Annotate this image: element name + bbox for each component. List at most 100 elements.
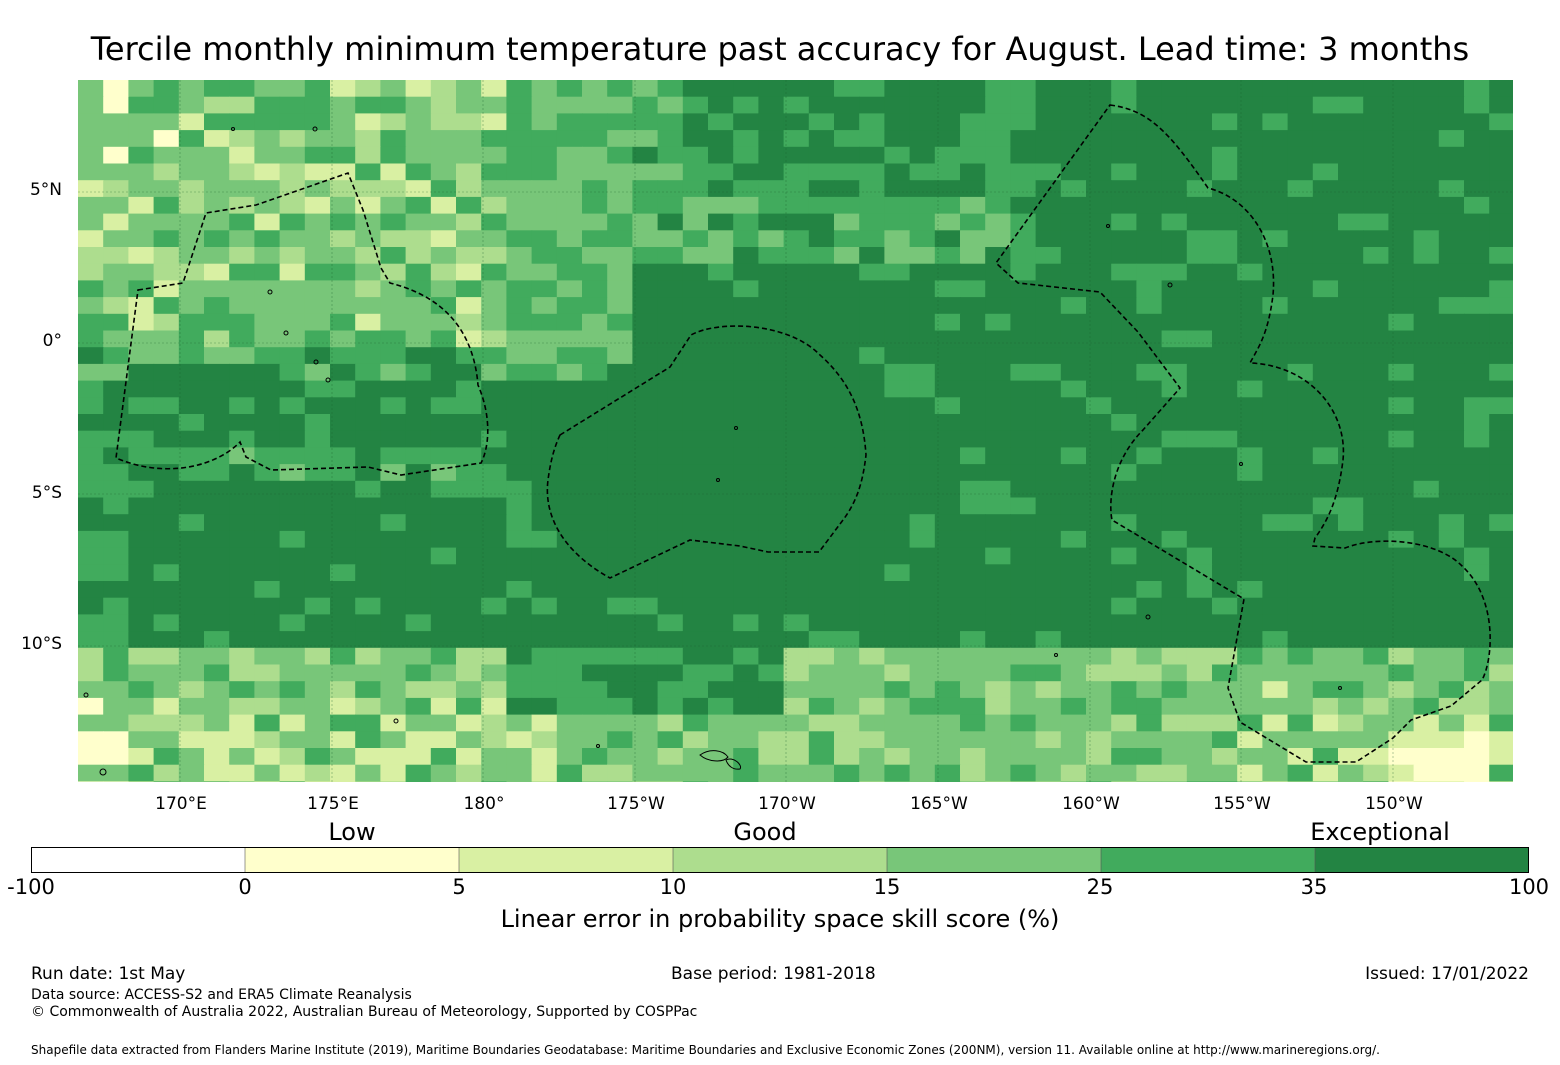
map-cell bbox=[1414, 514, 1440, 531]
map-cell bbox=[406, 414, 432, 431]
map-cell bbox=[431, 347, 457, 364]
map-cell bbox=[280, 464, 306, 481]
map-cell bbox=[1489, 765, 1513, 782]
map-cell bbox=[532, 431, 558, 448]
map-cell bbox=[103, 97, 129, 114]
map-cell bbox=[1010, 164, 1036, 181]
map-cell bbox=[481, 564, 507, 581]
map-cell bbox=[582, 781, 608, 782]
map-cell bbox=[431, 180, 457, 197]
map-cell bbox=[859, 531, 885, 548]
map-cell bbox=[1338, 264, 1364, 281]
map-cell bbox=[582, 113, 608, 130]
map-cell bbox=[229, 698, 255, 715]
map-cell bbox=[708, 431, 734, 448]
map-cell bbox=[632, 598, 658, 615]
map-cell bbox=[1187, 214, 1213, 231]
map-cell bbox=[1338, 665, 1364, 682]
map-cell bbox=[204, 113, 230, 130]
map-cell bbox=[154, 331, 180, 348]
map-cell bbox=[1111, 80, 1137, 97]
map-cell bbox=[1010, 765, 1036, 782]
map-cell bbox=[506, 297, 532, 314]
map-cell bbox=[1036, 347, 1062, 364]
map-cell bbox=[179, 280, 205, 297]
map-cell bbox=[406, 598, 432, 615]
map-cell bbox=[582, 80, 608, 97]
map-cell bbox=[456, 564, 482, 581]
map-cell bbox=[380, 397, 406, 414]
map-cell bbox=[1388, 397, 1414, 414]
legend-swatch bbox=[1101, 847, 1316, 873]
map-cell bbox=[254, 748, 280, 765]
map-cell bbox=[1136, 331, 1162, 348]
map-cell bbox=[1212, 331, 1238, 348]
map-cell bbox=[1187, 581, 1213, 598]
map-cell bbox=[683, 381, 709, 398]
map-cell bbox=[1338, 781, 1364, 782]
map-cell bbox=[758, 581, 784, 598]
map-cell bbox=[431, 431, 457, 448]
map-cell bbox=[910, 564, 936, 581]
map-cell bbox=[78, 715, 104, 732]
map-cell bbox=[784, 230, 810, 247]
map-cell bbox=[1136, 80, 1162, 97]
map-cell bbox=[1136, 681, 1162, 698]
map-cell bbox=[1363, 748, 1389, 765]
map-cell bbox=[355, 564, 381, 581]
map-cell bbox=[632, 147, 658, 164]
map-cell bbox=[1036, 113, 1062, 130]
map-cell bbox=[179, 731, 205, 748]
map-cell bbox=[1136, 514, 1162, 531]
map-cell bbox=[1187, 331, 1213, 348]
map-cell bbox=[1111, 180, 1137, 197]
map-cell bbox=[1313, 347, 1339, 364]
map-cell bbox=[1162, 214, 1188, 231]
map-cell bbox=[733, 80, 759, 97]
map-cell bbox=[1262, 414, 1288, 431]
map-cell bbox=[1061, 347, 1087, 364]
map-cell bbox=[733, 164, 759, 181]
map-cell bbox=[204, 97, 230, 114]
map-cell bbox=[582, 397, 608, 414]
map-cell bbox=[1489, 347, 1513, 364]
map-cell bbox=[910, 381, 936, 398]
map-cell bbox=[733, 264, 759, 281]
map-cell bbox=[481, 464, 507, 481]
map-cell bbox=[1464, 297, 1490, 314]
map-cell bbox=[380, 80, 406, 97]
map-cell bbox=[607, 130, 633, 147]
map-cell bbox=[154, 581, 180, 598]
map-cell bbox=[758, 715, 784, 732]
map-cell bbox=[380, 97, 406, 114]
map-cell bbox=[431, 230, 457, 247]
map-cell bbox=[128, 681, 154, 698]
map-cell bbox=[557, 347, 583, 364]
map-cell bbox=[280, 531, 306, 548]
map-cell bbox=[557, 781, 583, 782]
map-cell bbox=[1388, 147, 1414, 164]
map-cell bbox=[254, 765, 280, 782]
map-cell bbox=[103, 264, 129, 281]
map-cell bbox=[1363, 364, 1389, 381]
map-cell bbox=[834, 614, 860, 631]
map-cell bbox=[683, 197, 709, 214]
map-cell bbox=[1414, 113, 1440, 130]
map-cell bbox=[355, 731, 381, 748]
map-cell bbox=[708, 648, 734, 665]
map-cell bbox=[733, 614, 759, 631]
map-cell bbox=[456, 180, 482, 197]
map-cell bbox=[305, 564, 331, 581]
map-cell bbox=[103, 681, 129, 698]
map-cell bbox=[1036, 214, 1062, 231]
map-cell bbox=[1187, 314, 1213, 331]
map-cell bbox=[1464, 698, 1490, 715]
map-cell bbox=[758, 397, 784, 414]
map-cell bbox=[582, 564, 608, 581]
map-cell bbox=[1388, 564, 1414, 581]
map-cell bbox=[305, 280, 331, 297]
map-cell bbox=[809, 297, 835, 314]
map-cell bbox=[280, 197, 306, 214]
map-cell bbox=[1212, 97, 1238, 114]
map-cell bbox=[1464, 164, 1490, 181]
